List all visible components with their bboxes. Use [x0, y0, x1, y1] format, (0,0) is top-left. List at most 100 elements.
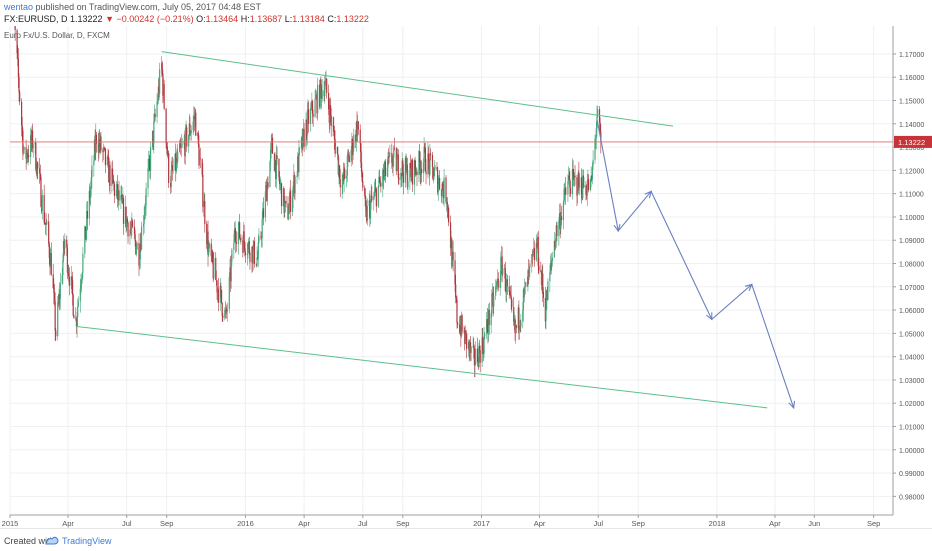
candle-body [531, 254, 534, 256]
candle-body [565, 194, 567, 195]
candle [61, 267, 63, 285]
candle-body [329, 105, 331, 123]
candle [134, 229, 136, 247]
candle [115, 180, 118, 199]
candle-body [233, 229, 236, 244]
candle-body [596, 116, 598, 129]
candle [328, 84, 330, 115]
candle [393, 137, 396, 151]
candle [179, 137, 181, 155]
candle-body [553, 241, 555, 258]
candle-body [202, 206, 205, 208]
candle [436, 162, 438, 172]
candle [231, 247, 233, 268]
time-tick-label: Sep [867, 519, 880, 528]
candle [111, 162, 113, 193]
candle-body [446, 201, 448, 210]
candle [504, 261, 506, 292]
time-tick-label: 2016 [237, 519, 254, 528]
candle-body [206, 231, 208, 245]
candle [546, 286, 548, 301]
candle [455, 274, 457, 304]
candle [563, 183, 565, 206]
candle [589, 178, 592, 192]
candle-body [585, 185, 587, 195]
candle-body [364, 195, 366, 207]
candle [469, 335, 472, 362]
candle-body [19, 91, 21, 102]
price-axis[interactable]: 1.17000 1.16000 1.15000 1.14000 1.13000 1.120… [892, 26, 932, 515]
candle-body [36, 162, 38, 174]
candle [120, 185, 123, 199]
candle [373, 181, 376, 199]
candle [248, 236, 250, 256]
time-axis[interactable]: 2015 Apr Jul Sep 2016 Apr Jul Sep 2017 Apr Jul Sep 2… [2, 514, 893, 528]
candle [482, 347, 485, 362]
candle [80, 274, 82, 295]
candle [26, 148, 29, 164]
candle-body [401, 160, 403, 176]
candle [235, 231, 237, 252]
candle-body [181, 144, 183, 146]
candle [276, 146, 278, 166]
candle-body [93, 139, 96, 161]
candle-body [337, 147, 339, 155]
candle-body [299, 147, 301, 149]
candle-body [589, 179, 592, 191]
candle [544, 286, 546, 329]
candle [171, 156, 174, 181]
candle [347, 148, 349, 167]
candle-body [211, 250, 213, 257]
candle-body [467, 341, 470, 349]
candle-body [77, 306, 79, 318]
candle-body [356, 121, 358, 137]
candle [280, 179, 282, 194]
candle [213, 251, 215, 280]
candle [97, 132, 99, 162]
time-tick-label: Apr [534, 519, 546, 528]
candle [107, 148, 109, 160]
price-chart[interactable]: 1.17000 1.16000 1.15000 1.14000 1.13000 1.120… [0, 26, 932, 528]
candle [500, 251, 502, 289]
candle [310, 100, 312, 111]
candle [185, 120, 187, 136]
price-tick-label: 1.12000 [899, 168, 924, 175]
candle-body [554, 241, 556, 247]
candle-body [431, 154, 434, 167]
candle-body [185, 127, 187, 128]
candle-body [210, 243, 212, 257]
candle [294, 175, 296, 201]
candle-body [391, 162, 394, 166]
candle-body [247, 244, 249, 254]
candle [143, 206, 145, 234]
price-tick-label: 1.14000 [899, 122, 924, 129]
candle-body [599, 122, 601, 132]
series-legend: Euro Fx/U.S. Dollar, D, FXCM [4, 31, 110, 40]
candle [487, 323, 489, 344]
candle [139, 250, 141, 270]
tradingview-brand[interactable]: TradingView [62, 536, 112, 546]
time-tick-label: 2015 [2, 519, 19, 528]
candle-body [158, 86, 160, 94]
candle-body [375, 188, 377, 207]
candle [564, 182, 566, 201]
candle [288, 206, 290, 221]
candle-body [302, 129, 304, 149]
candle-body [113, 183, 116, 196]
candle-body [90, 177, 92, 188]
candle-body [103, 147, 105, 149]
candle-body [26, 152, 28, 160]
candle-body [40, 177, 42, 207]
candle-body [458, 324, 461, 333]
author-link[interactable]: wentao [4, 2, 34, 12]
candle-body [366, 205, 368, 221]
candle [528, 266, 530, 281]
candle-body [50, 253, 52, 275]
candle-body [217, 288, 219, 293]
candle-body [111, 168, 114, 176]
candle-body [35, 142, 37, 170]
candle-body [126, 218, 128, 223]
candle [454, 252, 456, 293]
candle [513, 312, 515, 331]
candle-body [199, 158, 201, 160]
